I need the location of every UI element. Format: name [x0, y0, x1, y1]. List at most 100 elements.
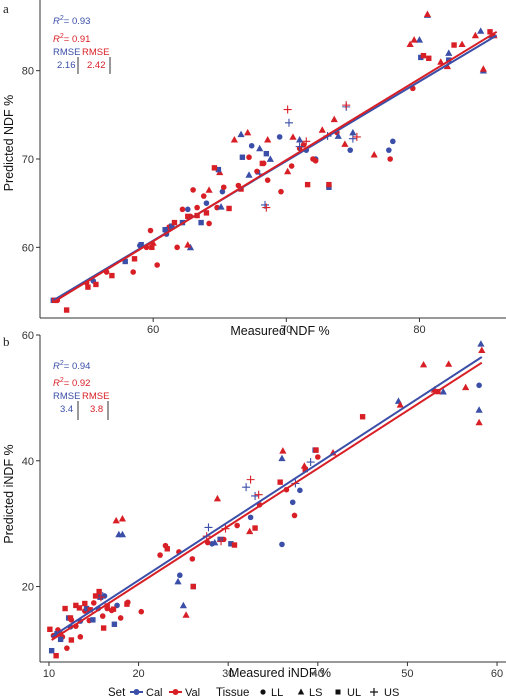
data-point-triangle [279, 447, 287, 454]
data-point-triangle [479, 65, 487, 72]
data-point-triangle [174, 577, 182, 585]
data-point-square [92, 593, 99, 599]
data-point-circle [206, 220, 212, 227]
data-point-triangle [341, 140, 349, 147]
data-point-square [263, 151, 270, 157]
data-point-circle [247, 514, 254, 521]
data-point-triangle [445, 360, 453, 367]
legend: Set Cal Val Tissue LL LS UL US [108, 687, 399, 699]
r2-val-value: = 0.92 [64, 378, 91, 389]
x-tick-label: 10 [43, 668, 55, 680]
panel-letter: b [3, 334, 10, 349]
data-point-triangle [419, 360, 428, 368]
data-point-circle [279, 541, 285, 548]
data-point-triangle [318, 126, 326, 133]
rmse-cal-label: RMSE [53, 391, 80, 402]
data-point-circle [174, 244, 180, 251]
data-point-circle [200, 193, 207, 199]
legend-item-ll: LL [260, 687, 283, 699]
data-point-circle [248, 142, 255, 149]
data-point-square [198, 219, 204, 226]
data-point-square [171, 219, 178, 226]
data-point-square [63, 307, 70, 313]
y-tick-label: 60 [22, 330, 34, 342]
data-point-triangle [266, 155, 274, 162]
data-point-triangle [462, 383, 470, 391]
data-point-triangle [477, 340, 485, 347]
r2-cal-value: = 0.94 [64, 361, 91, 372]
data-point-square [277, 479, 283, 485]
legend-label-us: US [384, 687, 399, 699]
x-tick-label: 20 [132, 668, 144, 680]
legend-item-ls: LS [297, 687, 322, 699]
legend-item-us: US [370, 687, 399, 699]
data-point-square [90, 617, 96, 623]
rmse-cal-value: 2.16 [57, 60, 76, 71]
data-point-plus [342, 101, 351, 110]
data-point-triangle [475, 406, 483, 413]
data-point-circle [234, 522, 240, 529]
data-point-triangle [179, 601, 187, 609]
panel-a: a Predicted NDF % Measured NDF % R2= 0.9… [2, 0, 506, 338]
data-point-plus [98, 591, 107, 600]
data-point-square [326, 181, 332, 188]
data-point-circle [190, 187, 196, 193]
data-point-square [239, 154, 246, 160]
data-point-plus [246, 475, 255, 484]
x-tick-label: 50 [401, 668, 413, 680]
data-point-square [228, 541, 234, 547]
data-point-circle [278, 188, 284, 195]
data-point-triangle [230, 135, 238, 143]
data-point-circle [157, 552, 163, 558]
legend-label-ll: LL [271, 687, 283, 699]
data-point-triangle [349, 128, 357, 136]
data-point-square [304, 181, 311, 188]
data-point-circle [99, 613, 106, 619]
data-point-circle [138, 608, 145, 615]
data-point-square [217, 536, 223, 543]
fit-line-val [52, 30, 498, 303]
data-point-plus [96, 593, 105, 602]
r2-cal-value: = 0.93 [64, 16, 91, 27]
data-point-triangle [445, 49, 453, 56]
data-point-circle [184, 206, 191, 213]
data-point-plus [254, 490, 263, 499]
data-point-square [83, 605, 90, 612]
data-point-plus [352, 132, 361, 141]
x-tick-label: 60 [491, 668, 503, 680]
fit-line-val [51, 361, 483, 641]
data-point-square [48, 647, 55, 654]
data-point-square [62, 605, 68, 612]
data-point-plus [348, 134, 357, 143]
data-point-circle [386, 147, 392, 153]
data-point-circle [254, 168, 260, 175]
data-point-circle [315, 454, 321, 460]
legend-tissue-title: Tissue [216, 687, 249, 699]
data-point-square [169, 223, 175, 229]
data-point-triangle [296, 135, 304, 143]
data-point-triangle [289, 133, 297, 140]
y-tick-label: 40 [22, 456, 34, 468]
r2-val-annotation: R2= 0.91 [53, 33, 90, 45]
legend-label-cal: Cal [146, 687, 163, 699]
legend-item-val: Val [169, 687, 200, 699]
data-point-plus [284, 118, 293, 127]
r2-val-annotation: R2= 0.92 [53, 377, 90, 389]
data-point-triangle [415, 36, 424, 43]
r2-cal-annotation: R2= 0.93 [53, 15, 90, 27]
data-point-circle [194, 204, 200, 211]
y-tick-label: 80 [22, 66, 34, 78]
data-point-triangle [184, 241, 192, 248]
data-point-square [57, 636, 64, 643]
y-axis-label: Predicted NDF % [2, 95, 16, 192]
data-point-square [76, 605, 83, 611]
data-point-plus [262, 203, 271, 212]
data-point-square [164, 546, 170, 552]
data-point-triangle [410, 36, 418, 43]
data-point-plus [251, 491, 260, 500]
data-point-square [68, 637, 75, 643]
data-point-triangle [217, 203, 225, 210]
data-point-plus [217, 537, 226, 546]
data-point-square [138, 241, 144, 248]
data-point-square [73, 602, 79, 609]
